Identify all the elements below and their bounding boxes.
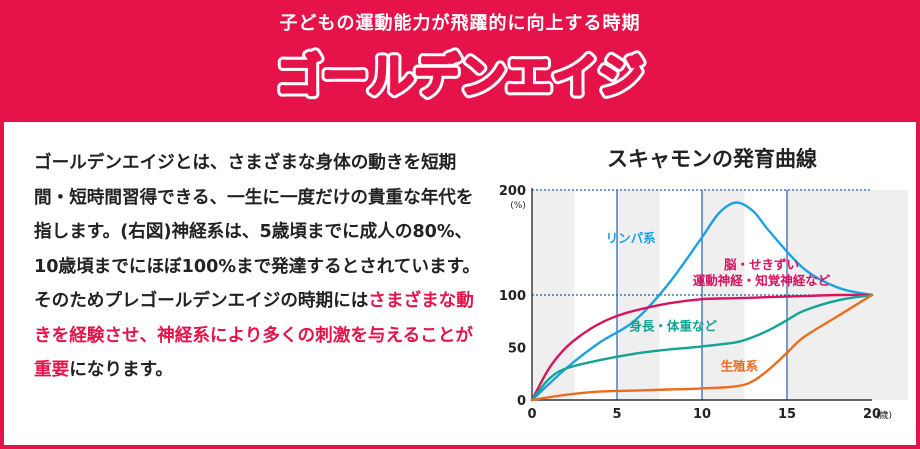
chart-x-unit: (歳) [876, 409, 892, 421]
series-neural-label: 脳・せきずい [724, 257, 799, 272]
chart-y-tick-label: 200 [499, 184, 526, 199]
chart-title: スキャモンの発育曲線 [607, 147, 817, 171]
chart-y-tick-label: 100 [499, 289, 526, 304]
description-highlight: さまざまな動きを経験させ、神経系により多くの刺激を与えることが重要 [34, 291, 474, 380]
description-normal-2: になります。 [69, 360, 174, 380]
chart-x-tick-label: 0 [527, 407, 536, 422]
series-general-line [530, 293, 874, 402]
series-general-label: 身長・体重など [629, 319, 717, 334]
series-lymph-line [530, 201, 874, 402]
series-neural-line [530, 293, 874, 402]
description-normal-1: ゴールデンエイジとは、さまざまな身体の動きを短期間・短時間習得できる、一生に一度… [34, 153, 481, 311]
chart-x-tick-label: 15 [778, 407, 796, 422]
series-neural-label: 運動神経・知覚神経など [693, 273, 831, 288]
series-lymph-label: リンパ系 [606, 231, 657, 246]
chart-x-tick-label: 20 [863, 407, 881, 422]
chart-y-tick-label: 50 [508, 342, 526, 357]
title-text: ゴールデンエイジ [276, 49, 644, 103]
subtitle: 子どもの運動能力が飛躍的に向上する時期 [279, 13, 641, 34]
series-reproductive-line [530, 293, 874, 402]
chart-band [872, 190, 908, 400]
chart-y-tick-label: 0 [517, 394, 526, 409]
series-reproductive-label: 生殖系 [721, 359, 759, 374]
scammon-growth-chart: スキャモンの発育曲線 0 50 100 200 (%) 0 5 10 15 20(歳) リンパ系脳・せ… [499, 147, 908, 422]
golden-age-title: ゴールデンエイジ ゴールデンエイジ [272, 45, 649, 108]
chart-y-unit: (%) [510, 201, 526, 211]
header: 子どもの運動能力が飛躍的に向上する時期 ゴールデンエイジ ゴールデンエイジ [0, 0, 920, 118]
content-panel: ゴールデンエイジとは、さまざまな身体の動きを短期間・短時間習得できる、一生に一度… [4, 122, 916, 445]
chart-x-tick-label: 5 [612, 407, 621, 422]
chart-x-tick-label: 10 [693, 407, 711, 422]
description-text: ゴールデンエイジとは、さまざまな身体の動きを短期間・短時間習得できる、一生に一度… [34, 146, 484, 388]
title-outline: ゴールデンエイジ [276, 49, 644, 103]
